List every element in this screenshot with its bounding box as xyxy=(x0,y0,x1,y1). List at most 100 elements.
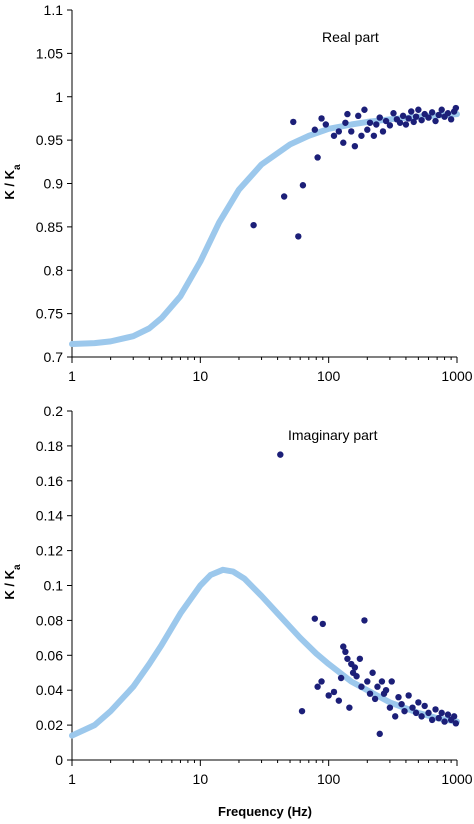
data-point xyxy=(346,704,353,711)
data-point xyxy=(250,221,257,229)
data-point xyxy=(418,713,425,720)
y-tick-label: 0.1 xyxy=(44,578,64,594)
y-tick-label: 0.95 xyxy=(36,132,63,148)
data-point xyxy=(318,678,325,685)
data-point xyxy=(376,730,383,738)
data-point xyxy=(395,693,402,701)
data-point xyxy=(409,704,416,711)
data-point xyxy=(405,115,412,122)
y-axis-title-real: K / Ka xyxy=(2,164,23,200)
data-point xyxy=(447,116,455,123)
data-point xyxy=(356,655,364,662)
data-point xyxy=(450,713,458,720)
y-tick-label: 0.8 xyxy=(44,262,64,278)
y-tick-label: 0.2 xyxy=(44,403,64,419)
data-point xyxy=(322,121,330,128)
data-point xyxy=(435,111,442,119)
y-tick-label: 0.12 xyxy=(36,543,63,559)
y-tick-label: 0 xyxy=(55,752,63,768)
y-tick-label: 1 xyxy=(55,89,63,105)
data-point xyxy=(408,108,415,115)
y-tick-label: 0.06 xyxy=(36,647,63,663)
x-tick-label: 1 xyxy=(68,368,76,384)
data-point xyxy=(280,193,288,200)
data-point xyxy=(425,114,432,121)
y-tick-label: 0.02 xyxy=(36,717,63,733)
data-point xyxy=(351,143,359,150)
x-tick-label: 1000 xyxy=(441,368,472,384)
data-point xyxy=(314,154,321,161)
y-tick-label: 1.05 xyxy=(36,45,63,61)
data-point xyxy=(441,718,448,725)
data-point xyxy=(337,674,345,682)
data-point xyxy=(358,132,365,139)
data-point xyxy=(386,704,394,711)
data-point xyxy=(415,106,422,113)
data-point xyxy=(438,106,445,113)
y-tick-label: 0.75 xyxy=(36,306,63,322)
y-tick-label: 0.9 xyxy=(44,176,64,192)
chart-real-part: K / Ka Real part 0.7 0.75 0.8 0.85 0.9 0.95 1 1… xyxy=(2,2,473,384)
y-tick-label: 0.04 xyxy=(36,682,63,698)
annotation-real-part: Real part xyxy=(322,29,379,45)
chart-imaginary-part: K / Ka Imaginary part Frequency (Hz) 0 0.… xyxy=(2,403,473,819)
data-point xyxy=(299,182,307,189)
data-point xyxy=(388,678,395,685)
data-point xyxy=(353,673,360,680)
data-point xyxy=(444,711,452,718)
data-point xyxy=(386,122,394,129)
data-point xyxy=(392,713,399,720)
data-point xyxy=(376,114,383,121)
data-point xyxy=(399,112,407,120)
data-point xyxy=(348,128,355,135)
y-tick-label: 0.85 xyxy=(36,219,63,235)
data-point xyxy=(361,106,368,113)
data-point xyxy=(335,128,343,135)
data-point xyxy=(421,702,428,710)
data-point xyxy=(378,678,386,685)
data-point xyxy=(335,697,343,704)
data-point xyxy=(318,115,325,122)
data-point xyxy=(342,119,349,126)
data-point xyxy=(298,707,306,715)
x-tick-label: 100 xyxy=(317,771,341,787)
data-point xyxy=(314,683,321,690)
x-tick-label: 10 xyxy=(193,368,209,384)
data-point xyxy=(382,117,390,125)
data-point xyxy=(428,716,436,724)
data-point xyxy=(344,655,351,662)
y-axis-title-imaginary: K / Ka xyxy=(2,564,23,600)
model-curve xyxy=(69,566,460,739)
y-tick-label: 1.1 xyxy=(44,2,64,18)
x-tick-label: 1 xyxy=(68,771,76,787)
x-tick-label: 10 xyxy=(193,771,209,787)
data-point xyxy=(361,617,368,624)
data-point xyxy=(428,109,436,116)
data-point xyxy=(340,643,347,650)
data-point xyxy=(398,700,405,708)
data-point xyxy=(366,119,374,126)
data-point xyxy=(355,112,362,120)
data-point xyxy=(371,695,379,703)
data-point xyxy=(432,706,439,713)
data-point xyxy=(412,709,420,717)
annotation-imaginary-part: Imaginary part xyxy=(288,427,378,443)
data-point xyxy=(410,118,417,126)
data-point xyxy=(344,110,351,118)
data-point xyxy=(340,139,347,146)
data-point xyxy=(325,692,332,699)
x-tick-label: 1000 xyxy=(441,771,472,787)
data-point xyxy=(379,128,387,135)
y-tick-label: 0.14 xyxy=(36,508,63,524)
data-point xyxy=(370,132,378,139)
data-point xyxy=(351,664,359,671)
data-point xyxy=(401,707,408,715)
data-point xyxy=(311,126,319,133)
y-tick-label: 0.16 xyxy=(36,473,63,489)
data-point xyxy=(366,690,374,697)
data-point xyxy=(373,121,380,128)
data-point xyxy=(342,648,349,656)
data-point xyxy=(295,233,302,240)
data-point xyxy=(418,116,425,124)
